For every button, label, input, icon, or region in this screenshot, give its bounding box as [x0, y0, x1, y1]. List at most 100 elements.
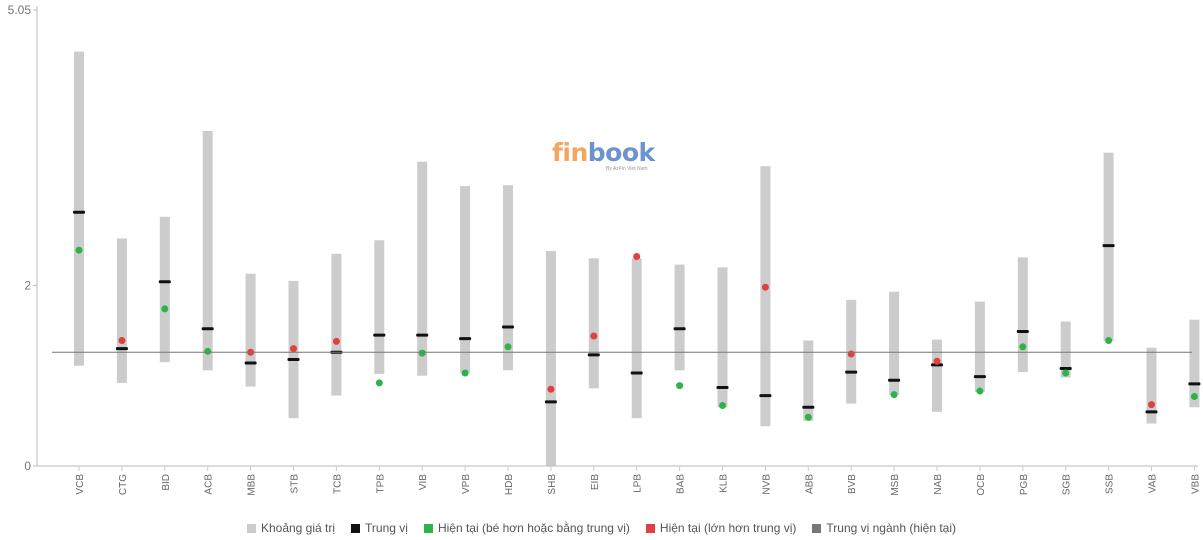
current-dot-klb [719, 402, 726, 410]
x-tick-label-eib: EIB [590, 474, 601, 490]
range-bar-abb [803, 340, 814, 421]
current-dot-vbb [1190, 392, 1198, 400]
x-tick-label-vab: VAB [1148, 474, 1159, 494]
median-mark-nvb [759, 394, 772, 398]
current-dot-eib [590, 332, 598, 340]
x-tick-label-nvb: NVB [761, 474, 772, 495]
median-mark-ssb [1102, 244, 1115, 248]
current-dot-ocb [976, 387, 984, 395]
current-dot-hdb [504, 343, 512, 351]
legend-swatch [645, 523, 655, 533]
logo-tagline: By AzFin Viet Nam [606, 166, 648, 172]
legend-swatch [423, 523, 433, 533]
x-tick-label-bab: BAB [676, 474, 687, 494]
x-tick-label-vbb: VBB [1190, 474, 1201, 494]
range-bar-klb [717, 267, 728, 408]
x-tick-label-ctg: CTG [118, 474, 129, 495]
range-bar-lpb [631, 258, 642, 419]
x-tick-label-stb: STB [290, 474, 301, 494]
median-mark-lpb [630, 371, 643, 375]
median-mark-mbb [244, 361, 257, 365]
x-tick-label-bid: BID [161, 474, 172, 491]
current-dot-bid [161, 305, 169, 313]
range-bar-bab [674, 264, 685, 371]
x-tick-label-abb: ABB [804, 474, 815, 494]
x-tick-label-hdb: HDB [504, 474, 515, 495]
median-mark-bvb [845, 370, 858, 374]
legend-item[interactable]: Khoảng giá trị [246, 521, 336, 535]
legend: Khoảng giá trị Trung vị Hiện tại (bé hơn h… [0, 521, 1203, 535]
current-dot-tpb [375, 379, 383, 387]
median-mark-sgb [1059, 366, 1072, 370]
range-bar-eib [588, 258, 599, 389]
legend-item[interactable]: Trung vị [351, 521, 408, 535]
legend-item[interactable]: Hiện tại (lớn hơn trung vị) [645, 521, 796, 535]
x-tick-label-vcb: VCB [75, 474, 86, 495]
median-mark-bab [673, 327, 686, 331]
median-mark-shb [544, 400, 557, 404]
legend-label: Khoảng giá trị [260, 521, 336, 535]
current-dot-abb [804, 413, 812, 421]
y-tick-label: 2 [24, 278, 31, 292]
range-bar-nab [932, 339, 942, 412]
current-dot-nvb [761, 283, 769, 291]
median-mark-vib [416, 333, 429, 337]
median-mark-ctg [115, 347, 128, 351]
range-bar-shb [545, 251, 556, 466]
axis-layer: 0 2 5.05 VCB CTG BID ACB MBB STB TCB TPB VIB VPB HDB S… [8, 3, 1202, 496]
x-tick-label-vpb: VPB [461, 474, 472, 494]
x-tick-label-sgb: SGB [1062, 474, 1073, 495]
range-bar-msb [889, 291, 900, 395]
legend-swatch [246, 523, 256, 533]
x-tick-label-vib: VIB [418, 474, 429, 490]
legend-item[interactable]: Trung vị ngành (hiện tại) [812, 521, 956, 535]
median-mark-abb [802, 405, 815, 409]
legend-label: Trung vị ngành (hiện tại) [826, 521, 957, 535]
bars-layer [52, 51, 1201, 466]
range-bar-nvb [760, 166, 771, 427]
current-dot-shb [547, 385, 555, 393]
current-dot-lpb [633, 253, 641, 261]
current-dot-pgb [1019, 343, 1027, 351]
range-bar-pgb [1017, 257, 1028, 373]
median-mark-tpb [373, 333, 386, 337]
range-bar-mbb [245, 273, 256, 387]
current-dot-stb [290, 345, 297, 353]
current-dot-acb [204, 347, 212, 355]
range-bar-tpb [374, 240, 385, 374]
legend-label: Trung vị [365, 521, 408, 535]
finbook-logo: finbook [552, 138, 655, 167]
y-tick-label: 5.05 [8, 3, 32, 17]
range-bar-vbb [1189, 319, 1200, 408]
legend-swatch [812, 523, 822, 533]
current-dot-vpb [461, 369, 469, 377]
range-bar-vcb [74, 51, 84, 366]
y-tick-label: 0 [24, 459, 31, 473]
current-dot-sgb [1062, 369, 1070, 377]
median-mark-eib [587, 353, 600, 357]
x-tick-label-ocb: OCB [976, 474, 987, 496]
median-mark-nab [931, 363, 943, 367]
legend-item[interactable]: Hiện tại (bé hơn hoặc bằng trung vị) [423, 521, 630, 535]
range-bar-acb [202, 130, 213, 371]
x-tick-label-tcb: TCB [332, 474, 343, 494]
current-dot-vcb [75, 246, 83, 254]
current-dot-bvb [847, 350, 855, 358]
current-dot-bab [676, 382, 684, 390]
median-mark-stb [287, 357, 300, 361]
median-mark-ocb [973, 375, 986, 379]
x-tick-label-shb: SHB [547, 474, 558, 495]
median-mark-acb [201, 327, 214, 331]
median-mark-bid [158, 280, 171, 284]
x-tick-label-msb: MSB [890, 474, 901, 496]
median-mark-vcb [73, 210, 85, 214]
x-tick-label-bvb: BVB [847, 474, 858, 494]
x-tick-label-nab: NAB [933, 474, 944, 495]
range-bar-tcb [331, 253, 342, 396]
current-dot-tcb [332, 337, 340, 345]
median-mark-vab [1145, 410, 1158, 414]
range-bar-vab [1146, 347, 1157, 424]
range-bar-vpb [460, 186, 471, 373]
x-tick-label-tpb: TPB [375, 474, 386, 494]
current-dot-msb [890, 391, 898, 399]
